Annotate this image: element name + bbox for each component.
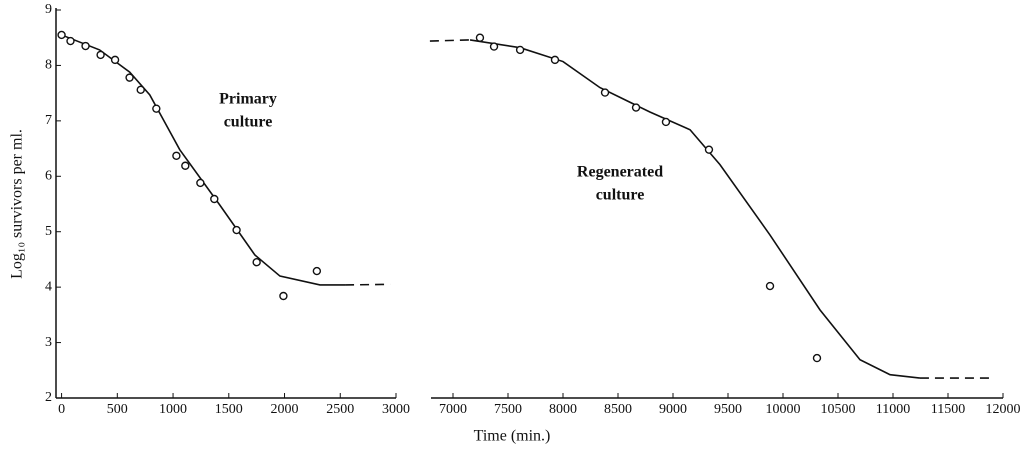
x-tick-label: 7500 bbox=[494, 402, 522, 417]
data-point bbox=[96, 50, 105, 60]
fit-line bbox=[429, 39, 471, 42]
x-tick-label: 8000 bbox=[549, 402, 577, 417]
data-point bbox=[66, 36, 75, 46]
y-axis-label: Log₁₀ survivors per ml. bbox=[9, 129, 26, 279]
data-point bbox=[136, 85, 145, 95]
data-point bbox=[312, 266, 322, 276]
data-point bbox=[279, 291, 288, 301]
x-tick-label: 12000 bbox=[986, 402, 1021, 417]
data-point bbox=[475, 33, 485, 42]
fit-line bbox=[345, 283, 391, 286]
data-point bbox=[181, 161, 190, 170]
data-point bbox=[489, 42, 499, 51]
data-point bbox=[252, 258, 261, 267]
data-point bbox=[110, 55, 120, 65]
x-tick-label: 3000 bbox=[382, 402, 410, 417]
data-point bbox=[661, 117, 671, 127]
x-tick-label: 7000 bbox=[439, 402, 467, 417]
data-point bbox=[125, 73, 134, 82]
x-tick-label: 11500 bbox=[931, 402, 965, 417]
annotation: Regenerated bbox=[577, 164, 663, 181]
y-tick-label: 3 bbox=[45, 335, 52, 350]
y-tick-label: 7 bbox=[45, 113, 52, 128]
data-point bbox=[704, 145, 714, 154]
data-point bbox=[600, 88, 610, 97]
annotation: Primary bbox=[219, 91, 277, 108]
x-tick-label: 2000 bbox=[271, 402, 299, 417]
data-point bbox=[232, 225, 241, 235]
y-tick-label: 8 bbox=[45, 58, 52, 73]
x-tick-label: 2500 bbox=[326, 402, 354, 417]
data-point bbox=[57, 30, 66, 40]
data-point bbox=[550, 55, 560, 65]
annotation: culture bbox=[224, 114, 273, 131]
x-tick-label: 0 bbox=[58, 402, 65, 417]
x-tick-label: 9000 bbox=[659, 402, 687, 417]
x-tick-label: 1500 bbox=[215, 402, 243, 417]
x-tick-label: 11000 bbox=[876, 402, 910, 417]
data-point bbox=[210, 194, 219, 204]
data-point bbox=[172, 151, 181, 160]
data-point bbox=[765, 281, 775, 291]
x-tick-label: 500 bbox=[107, 402, 128, 417]
x-axis-label: Time (min.) bbox=[474, 428, 551, 445]
x-tick-label: 9500 bbox=[714, 402, 742, 417]
annotation: culture bbox=[596, 187, 645, 204]
y-tick-label: 4 bbox=[45, 279, 52, 294]
data-point bbox=[196, 178, 205, 188]
data-point bbox=[812, 353, 822, 363]
fit-line bbox=[469, 39, 921, 379]
x-tick-label: 10500 bbox=[821, 402, 856, 417]
data-point bbox=[515, 45, 525, 55]
y-tick-label: 5 bbox=[45, 224, 52, 239]
y-tick-label: 9 bbox=[45, 2, 52, 17]
y-tick-label: 6 bbox=[45, 169, 52, 184]
fit-line bbox=[61, 34, 346, 286]
data-point bbox=[631, 103, 641, 112]
x-tick-label: 8500 bbox=[604, 402, 632, 417]
x-tick-label: 10000 bbox=[766, 402, 801, 417]
data-point bbox=[152, 104, 161, 113]
y-tick-label: 2 bbox=[45, 390, 52, 405]
x-tick-label: 1000 bbox=[159, 402, 187, 417]
data-point bbox=[81, 41, 90, 51]
